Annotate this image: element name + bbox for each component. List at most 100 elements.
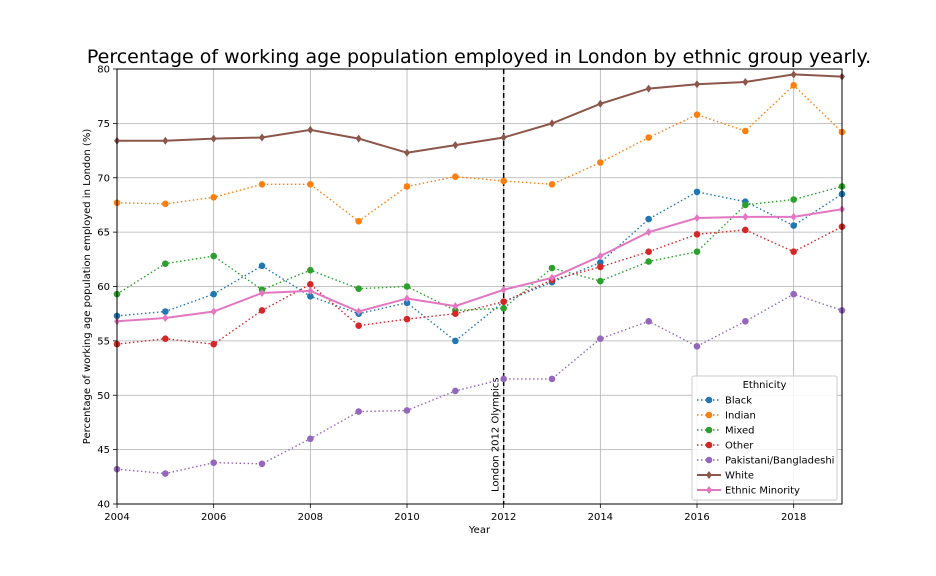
- data-point-indian: [597, 159, 604, 166]
- data-point-ethnic-minority: [549, 273, 555, 282]
- data-point-indian: [210, 194, 217, 201]
- legend-marker: [705, 396, 713, 404]
- data-point-other: [307, 281, 314, 288]
- data-point-mixed: [597, 277, 604, 285]
- legend-item-black: Black: [697, 396, 752, 407]
- data-point-indian: [645, 134, 652, 141]
- data-point-other: [258, 307, 266, 314]
- legend-label: White: [725, 471, 754, 482]
- data-point-pakistani-bangladeshi: [210, 459, 217, 466]
- legend-label: Indian: [725, 411, 756, 422]
- data-point-ethnic-minority: [307, 286, 314, 295]
- data-point-indian: [500, 177, 507, 185]
- legend-item-white: White: [697, 471, 754, 482]
- data-point-white: [259, 133, 265, 142]
- y-axis-label: Percentage of working age population emp…: [82, 129, 93, 445]
- data-point-mixed: [500, 304, 507, 312]
- legend-item-indian: Indian: [697, 411, 756, 422]
- series-line-other: [116, 226, 843, 345]
- data-point-mixed: [645, 258, 652, 265]
- data-point-pakistani-bangladeshi: [500, 375, 507, 383]
- data-point-white: [597, 99, 604, 108]
- series-line-mixed: [116, 185, 843, 312]
- x-tick-label: 2006: [201, 512, 226, 523]
- legend-item-pakistani-bangladeshi: Pakistani/Bangladeshi: [697, 456, 834, 467]
- data-point-black: [403, 299, 411, 307]
- data-point-ethnic-minority: [500, 285, 507, 294]
- data-point-mixed: [210, 252, 217, 260]
- data-point-pakistani-bangladeshi: [403, 407, 411, 414]
- series-pakistani-bangladeshi: [113, 290, 846, 477]
- data-point-pakistani-bangladeshi: [452, 387, 459, 395]
- y-tick-label: 70: [97, 173, 110, 184]
- legend-items: Black Indian Mixed Other Pakistani/Banglades…: [697, 396, 834, 497]
- data-point-indian: [742, 127, 749, 135]
- y-tick-label: 75: [97, 119, 110, 130]
- data-point-mixed: [403, 283, 411, 290]
- data-point-white: [162, 136, 169, 145]
- series-white: [114, 70, 845, 157]
- x-tick-label: 2004: [104, 512, 129, 523]
- data-point-white: [355, 134, 362, 143]
- data-point-indian: [403, 183, 411, 190]
- y-tick-label: 60: [97, 282, 110, 293]
- data-point-black: [645, 215, 652, 223]
- legend-label: Pakistani/Bangladeshi: [725, 456, 834, 467]
- data-point-white: [452, 141, 459, 150]
- data-point-other: [790, 248, 797, 255]
- data-point-pakistani-bangladeshi: [742, 318, 749, 325]
- series-line-ethnic-minority: [116, 208, 843, 323]
- data-point-indian: [258, 180, 266, 188]
- data-point-other: [355, 322, 362, 329]
- series-other: [113, 223, 846, 348]
- data-point-indian: [790, 82, 797, 89]
- data-point-pakistani-bangladeshi: [597, 335, 604, 343]
- x-axis-label: Year: [468, 525, 491, 536]
- data-point-black: [452, 337, 459, 345]
- data-point-indian: [307, 180, 314, 188]
- data-point-black: [307, 292, 314, 300]
- data-point-black: [162, 308, 169, 315]
- y-tick-label: 80: [97, 65, 110, 76]
- data-point-indian: [162, 200, 169, 208]
- data-point-other: [500, 298, 507, 306]
- y-tick-label: 55: [97, 336, 110, 347]
- data-point-white: [645, 84, 652, 93]
- data-point-ethnic-minority: [597, 252, 604, 261]
- data-point-black: [258, 262, 266, 270]
- chart-title: Percentage of working age population emp…: [87, 46, 871, 68]
- data-point-white: [307, 125, 314, 134]
- data-point-white: [790, 70, 797, 79]
- y-tick-label: 45: [97, 445, 110, 456]
- series-line-black: [116, 191, 843, 342]
- legend-item-ethnic-minority: Ethnic Minority: [697, 486, 800, 497]
- data-point-other: [693, 231, 701, 238]
- data-point-ethnic-minority: [355, 307, 362, 316]
- data-point-ethnic-minority: [452, 302, 459, 311]
- data-point-ethnic-minority: [645, 228, 652, 237]
- data-point-indian: [693, 111, 701, 118]
- x-tick-label: 2008: [298, 512, 323, 523]
- data-point-other: [742, 226, 749, 234]
- data-point-pakistani-bangladeshi: [162, 470, 169, 477]
- axes: 2004 2006 2008 2010 2012 2014 2016 2018 40 45 50 55…: [97, 65, 806, 524]
- series-mixed: [113, 183, 846, 314]
- data-point-other: [210, 340, 217, 348]
- legend-label: Other: [725, 441, 754, 452]
- data-point-pakistani-bangladeshi: [790, 290, 797, 298]
- legend-item-other: Other: [697, 441, 754, 452]
- data-point-white: [404, 148, 410, 157]
- data-point-pakistani-bangladeshi: [307, 435, 314, 443]
- data-point-pakistani-bangladeshi: [693, 343, 701, 350]
- x-tick-label: 2016: [684, 512, 709, 523]
- legend-marker: [705, 411, 713, 419]
- data-point-mixed: [355, 285, 362, 292]
- legend-marker: [705, 441, 713, 449]
- data-point-white: [549, 119, 555, 128]
- data-point-ethnic-minority: [790, 212, 797, 221]
- data-point-ethnic-minority: [404, 294, 410, 303]
- series-line-white: [117, 73, 843, 154]
- legend-item-mixed: Mixed: [697, 426, 755, 437]
- series-layer: [113, 70, 846, 477]
